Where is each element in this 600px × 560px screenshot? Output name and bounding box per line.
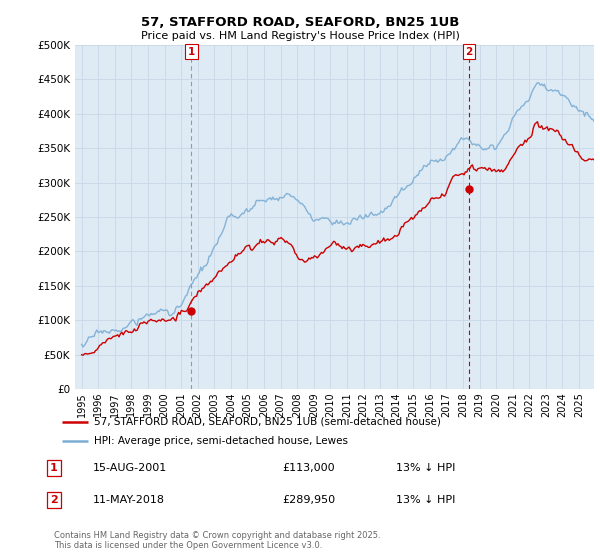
Text: 2: 2 (466, 47, 473, 57)
Text: 2: 2 (50, 495, 58, 505)
Text: 15-AUG-2001: 15-AUG-2001 (93, 463, 167, 473)
Text: 13% ↓ HPI: 13% ↓ HPI (396, 495, 455, 505)
Text: Price paid vs. HM Land Registry's House Price Index (HPI): Price paid vs. HM Land Registry's House … (140, 31, 460, 41)
Text: Contains HM Land Registry data © Crown copyright and database right 2025.
This d: Contains HM Land Registry data © Crown c… (54, 530, 380, 550)
Text: 57, STAFFORD ROAD, SEAFORD, BN25 1UB: 57, STAFFORD ROAD, SEAFORD, BN25 1UB (141, 16, 459, 29)
Text: 11-MAY-2018: 11-MAY-2018 (93, 495, 165, 505)
Text: £289,950: £289,950 (282, 495, 335, 505)
Text: 1: 1 (50, 463, 58, 473)
Text: 57, STAFFORD ROAD, SEAFORD, BN25 1UB (semi-detached house): 57, STAFFORD ROAD, SEAFORD, BN25 1UB (se… (94, 417, 440, 427)
Text: HPI: Average price, semi-detached house, Lewes: HPI: Average price, semi-detached house,… (94, 436, 347, 446)
Text: 1: 1 (188, 47, 195, 57)
Text: 13% ↓ HPI: 13% ↓ HPI (396, 463, 455, 473)
Text: £113,000: £113,000 (282, 463, 335, 473)
